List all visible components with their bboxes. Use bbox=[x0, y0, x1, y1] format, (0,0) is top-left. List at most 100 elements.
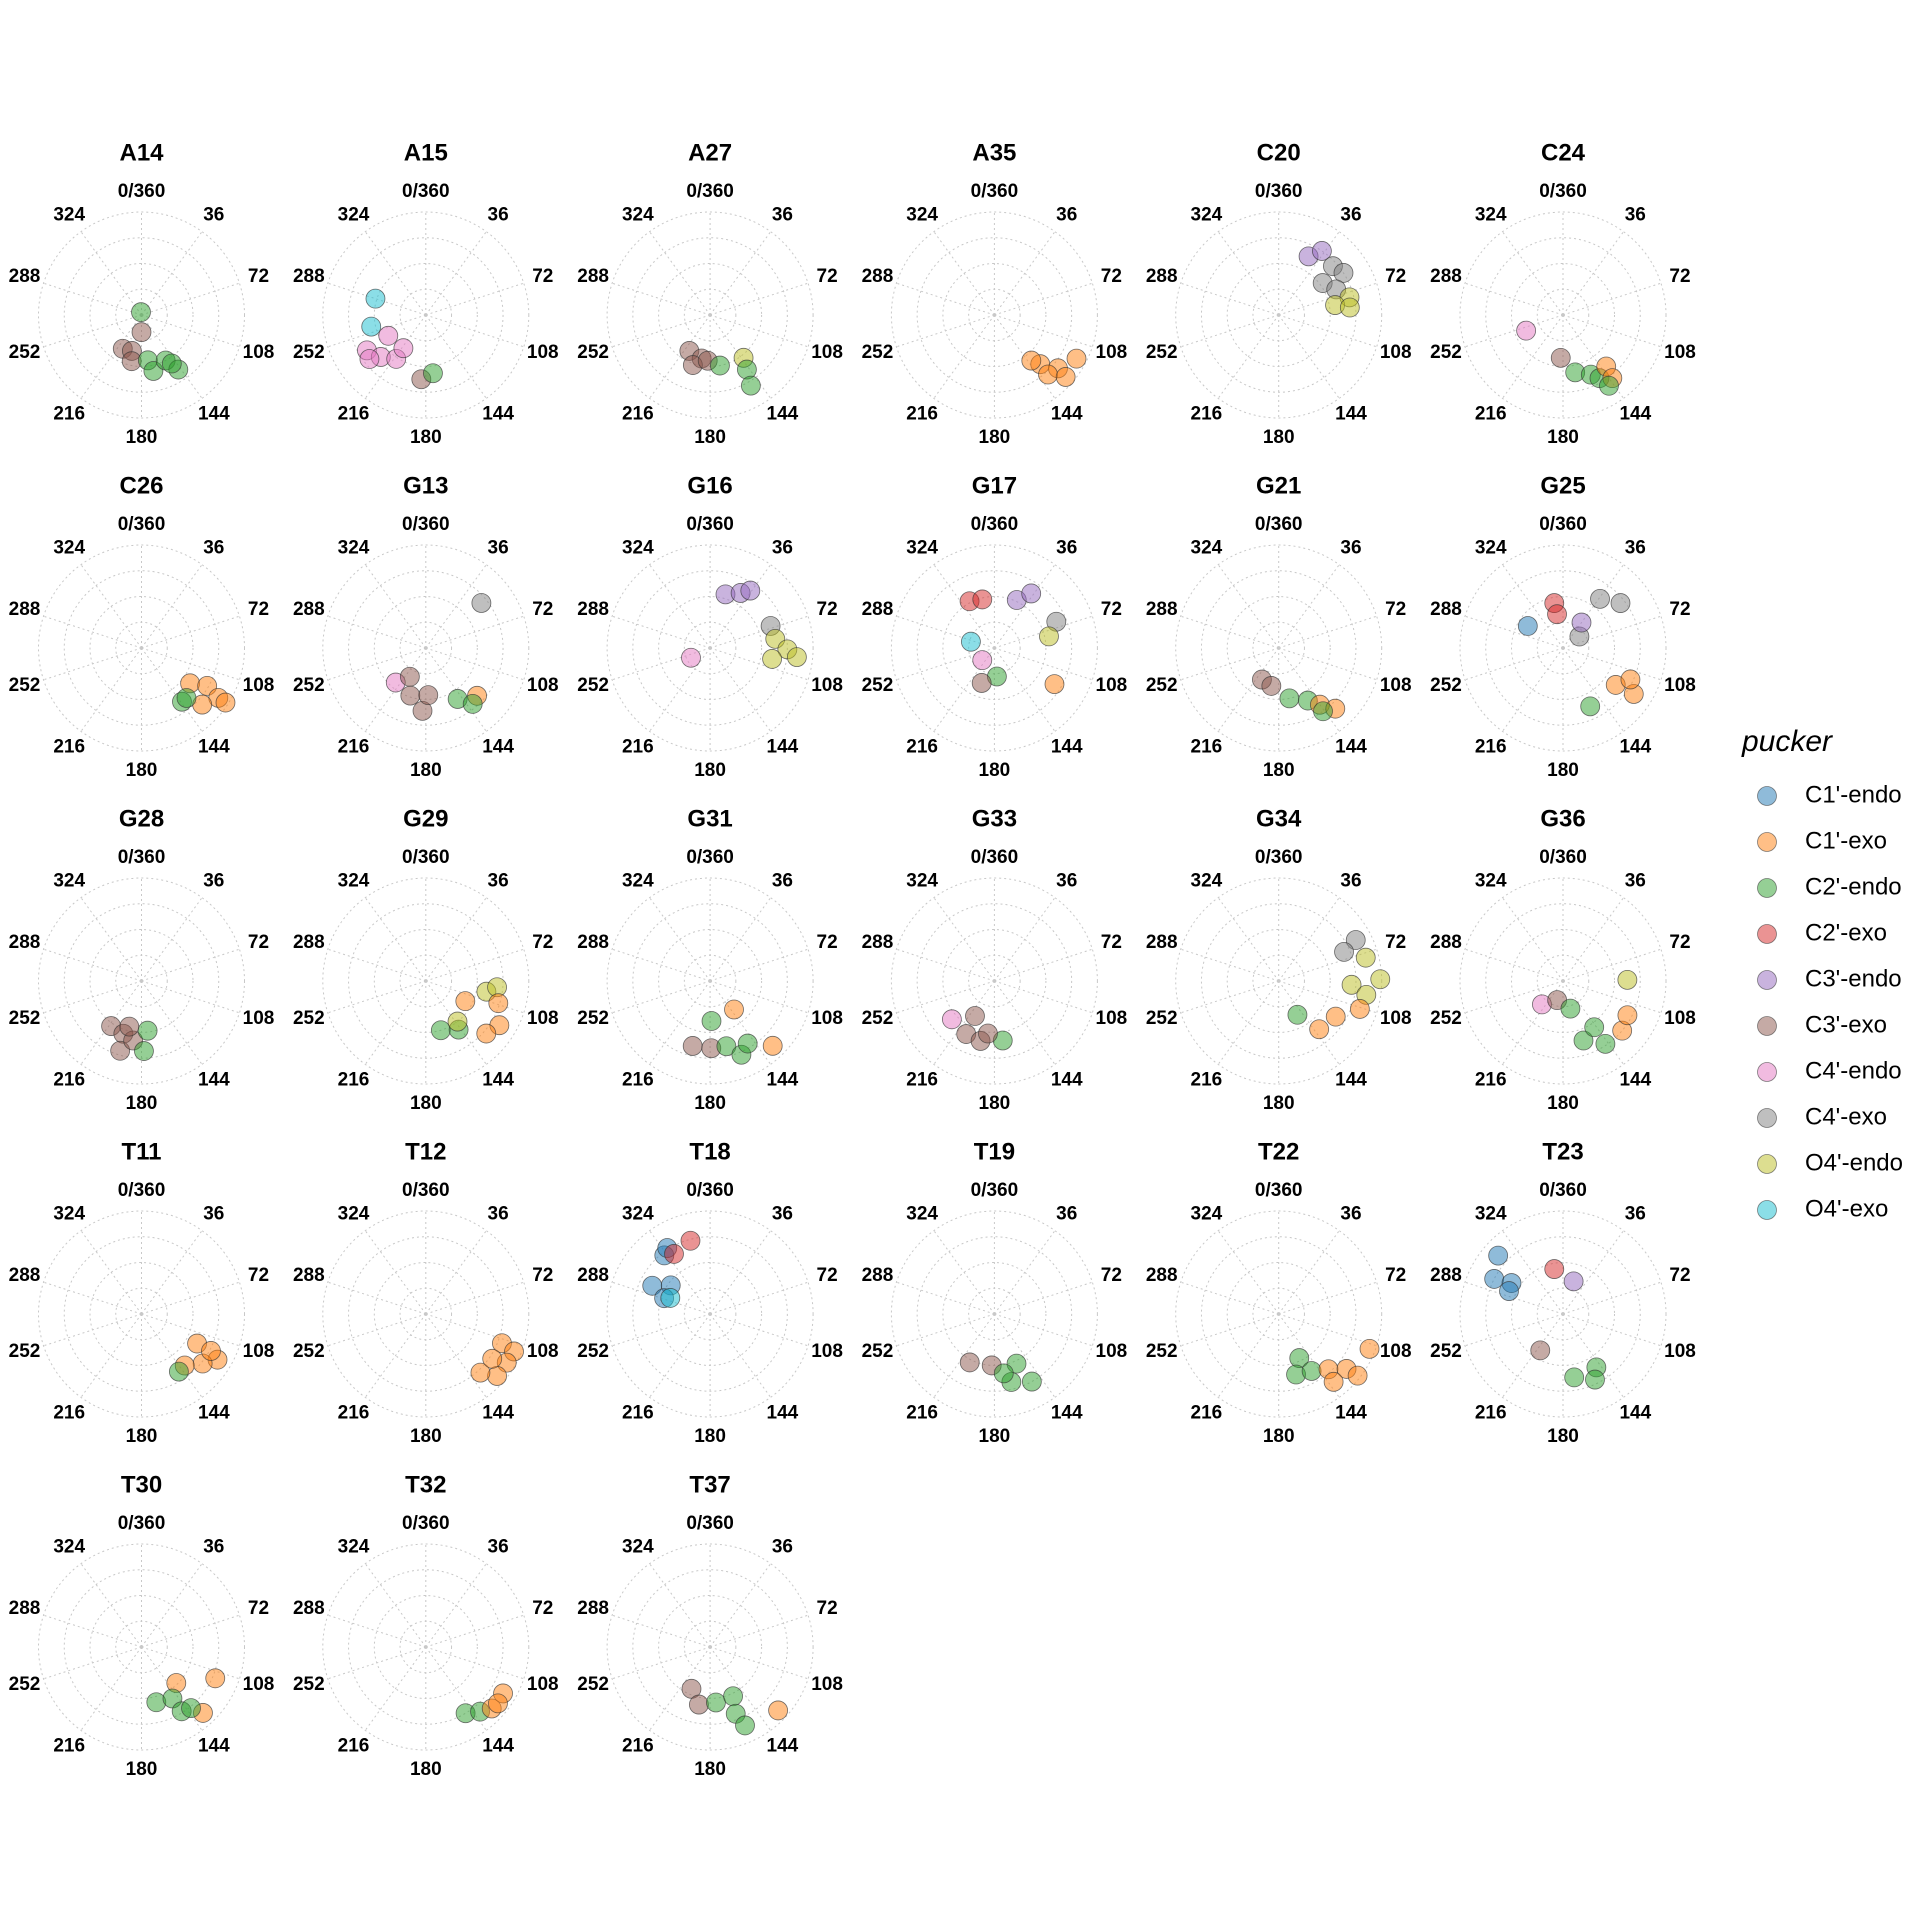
grid-spoke bbox=[80, 314, 142, 399]
angle-tick-label: 72 bbox=[248, 1598, 269, 1619]
grid-ring bbox=[606, 544, 814, 752]
angle-tick-label: 36 bbox=[1340, 205, 1361, 226]
grid-ring bbox=[1200, 1236, 1357, 1392]
angle-tick-label: 0/360 bbox=[686, 514, 734, 535]
angle-tick-label: 144 bbox=[1051, 737, 1083, 758]
grid-spoke bbox=[43, 615, 142, 649]
grid-spoke bbox=[709, 948, 809, 982]
grid-ring bbox=[63, 1569, 220, 1725]
angle-tick-label: 108 bbox=[811, 675, 843, 696]
angle-tick-label: 288 bbox=[9, 1265, 41, 1286]
point bbox=[724, 999, 744, 1020]
panel: G29 0/360 36 72 108 144 180 216 252 288 324 bbox=[293, 805, 559, 1114]
angle-tick-label: 252 bbox=[9, 1674, 41, 1695]
grid-spoke bbox=[896, 615, 995, 649]
angle-tick-label: 108 bbox=[527, 1674, 559, 1695]
angle-tick-label: 252 bbox=[293, 1674, 325, 1695]
grid-spoke bbox=[1562, 647, 1662, 681]
grid-spoke bbox=[141, 1313, 240, 1347]
angle-tick-label: 108 bbox=[1380, 675, 1412, 696]
legend-label: C3'-endo bbox=[1805, 965, 1902, 992]
point bbox=[959, 1352, 980, 1373]
panel-title: T19 bbox=[974, 1138, 1015, 1165]
angle-tick-label: 252 bbox=[1146, 1008, 1178, 1029]
angle-tick-label: 216 bbox=[1475, 1403, 1507, 1424]
grid-spoke bbox=[993, 647, 1056, 732]
grid-spoke bbox=[1278, 314, 1340, 399]
angle-tick-label: 0/360 bbox=[118, 847, 166, 868]
panel: G13 0/360 36 72 108 144 180 216 252 288 324 bbox=[293, 472, 559, 781]
angle-tick-label: 144 bbox=[482, 404, 514, 425]
grid-spoke bbox=[364, 980, 427, 1065]
point bbox=[1021, 350, 1042, 371]
point bbox=[488, 1693, 508, 1714]
angle-tick-label: 72 bbox=[1669, 1265, 1690, 1286]
angle-tick-label: 180 bbox=[126, 1759, 158, 1780]
legend-swatch bbox=[1757, 1062, 1777, 1082]
grid-spoke bbox=[43, 282, 142, 316]
angle-tick-label: 144 bbox=[1619, 1403, 1651, 1424]
grid-spoke bbox=[425, 897, 487, 982]
angle-tick-label: 252 bbox=[862, 675, 894, 696]
angle-tick-label: 180 bbox=[126, 760, 158, 781]
grid-spoke bbox=[1180, 615, 1279, 649]
grid-spoke bbox=[933, 1230, 995, 1315]
point bbox=[1345, 930, 1366, 950]
point bbox=[1585, 1369, 1605, 1390]
angle-tick-label: 36 bbox=[772, 871, 793, 892]
grid-spoke bbox=[709, 1313, 809, 1347]
angle-tick-label: 288 bbox=[577, 1265, 609, 1286]
angle-tick-label: 288 bbox=[577, 599, 609, 620]
point bbox=[1560, 998, 1581, 1019]
grid-spoke bbox=[43, 1313, 142, 1347]
grid-spoke bbox=[1562, 897, 1624, 982]
angle-tick-label: 288 bbox=[577, 1598, 609, 1619]
angle-tick-label: 72 bbox=[532, 1265, 553, 1286]
grid-spoke bbox=[1217, 647, 1280, 732]
angle-tick-label: 144 bbox=[1051, 1403, 1083, 1424]
point bbox=[423, 363, 443, 384]
angle-tick-label: 108 bbox=[1380, 342, 1412, 363]
panel-title: T37 bbox=[689, 1471, 730, 1498]
grid-spoke bbox=[364, 1230, 427, 1315]
angle-tick-label: 144 bbox=[198, 404, 230, 425]
legend-label: O4'-endo bbox=[1805, 1149, 1903, 1176]
panel-title: T11 bbox=[121, 1138, 161, 1165]
grid-spoke bbox=[649, 980, 711, 1065]
grid-spoke bbox=[141, 314, 240, 348]
angle-tick-label: 288 bbox=[862, 266, 894, 287]
angle-tick-label: 144 bbox=[767, 404, 799, 425]
grid-spoke bbox=[611, 615, 711, 649]
grid-spoke bbox=[709, 564, 772, 649]
grid-spoke bbox=[709, 615, 809, 649]
angle-tick-label: 72 bbox=[1385, 1265, 1406, 1286]
angle-tick-label: 288 bbox=[862, 1265, 894, 1286]
angle-tick-label: 324 bbox=[53, 538, 85, 559]
point bbox=[110, 1040, 131, 1061]
angle-tick-label: 324 bbox=[338, 205, 370, 226]
legend-swatch bbox=[1757, 786, 1777, 806]
point bbox=[1339, 297, 1360, 318]
grid-spoke bbox=[709, 1646, 772, 1731]
point bbox=[1044, 674, 1065, 695]
angle-tick-label: 252 bbox=[1430, 675, 1462, 696]
point bbox=[131, 302, 151, 323]
grid-spoke bbox=[141, 1230, 203, 1315]
angle-tick-label: 108 bbox=[1664, 1341, 1696, 1362]
angle-tick-label: 324 bbox=[906, 205, 938, 226]
angle-tick-label: 72 bbox=[1669, 266, 1690, 287]
grid-spoke bbox=[993, 231, 1056, 316]
angle-tick-label: 36 bbox=[203, 1204, 224, 1225]
angle-tick-label: 216 bbox=[338, 1736, 370, 1757]
grid-spoke bbox=[327, 615, 426, 649]
angle-tick-label: 180 bbox=[1547, 1093, 1579, 1114]
grid-ring bbox=[63, 237, 220, 393]
angle-tick-label: 252 bbox=[862, 1341, 894, 1362]
legend-label: C1'-endo bbox=[1805, 781, 1902, 808]
angle-tick-label: 72 bbox=[532, 599, 553, 620]
point bbox=[1530, 1340, 1551, 1361]
grid-spoke bbox=[994, 282, 1093, 316]
grid-ring bbox=[1459, 211, 1667, 419]
angle-tick-label: 180 bbox=[1547, 760, 1579, 781]
angle-tick-label: 180 bbox=[979, 1426, 1011, 1447]
